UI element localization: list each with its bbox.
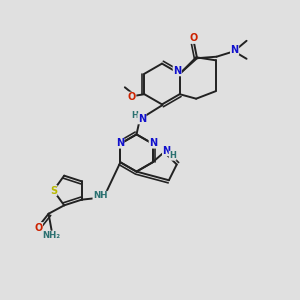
Text: N: N: [149, 138, 157, 148]
Text: O: O: [128, 92, 136, 102]
Text: NH: NH: [93, 191, 107, 200]
Text: NH₂: NH₂: [43, 231, 61, 240]
Text: S: S: [50, 185, 57, 196]
Text: O: O: [190, 33, 198, 43]
Text: N: N: [138, 114, 146, 124]
Text: H: H: [169, 151, 176, 160]
Text: N: N: [230, 45, 238, 55]
Text: N: N: [173, 66, 181, 76]
Text: N: N: [116, 138, 124, 148]
Text: H: H: [132, 111, 138, 120]
Text: O: O: [34, 223, 43, 232]
Text: N: N: [163, 146, 171, 156]
